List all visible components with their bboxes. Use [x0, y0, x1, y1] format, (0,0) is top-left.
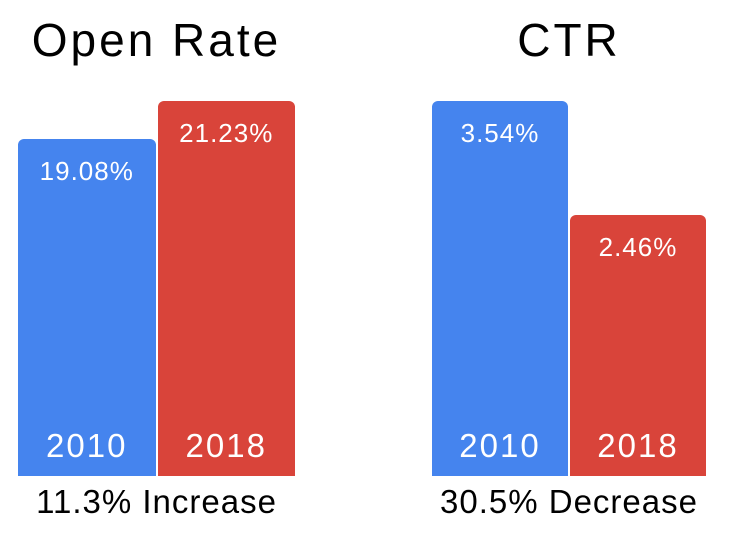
ctr-2018-value-label: 2.46% [598, 232, 678, 262]
open-rate-chart: Open Rate 19.08% 2010 21.23% 2018 11.3% … [18, 0, 295, 546]
open-rate-bars-group: 19.08% 2010 21.23% 2018 [18, 101, 295, 476]
open-rate-bar-2018: 21.23% 2018 [157, 101, 295, 476]
open-rate-chart-title: Open Rate [31, 14, 282, 66]
ctr-chart-title: CTR [517, 14, 621, 66]
open-rate-2010-category-label: 2010 [46, 427, 128, 464]
ctr-caption: 30.5% Decrease [440, 483, 698, 520]
ctr-bar-2018: 2.46% 2018 [570, 215, 706, 476]
open-rate-caption: 11.3% Increase [36, 483, 277, 520]
ctr-2018-category-label: 2018 [597, 427, 679, 464]
open-rate-2018-value-label: 21.23% [179, 118, 274, 148]
open-rate-2010-value-label: 19.08% [39, 156, 134, 186]
ctr-bar-2010: 3.54% 2010 [432, 101, 568, 476]
ctr-chart: CTR 3.54% 2010 2.46% 2018 30.5% Decrease [432, 0, 706, 546]
open-rate-2018-category-label: 2018 [185, 427, 267, 464]
ctr-bars-group: 3.54% 2010 2.46% 2018 [432, 101, 706, 476]
ctr-2010-category-label: 2010 [459, 427, 541, 464]
ctr-2010-value-label: 3.54% [460, 118, 540, 148]
open-rate-bar-2010: 19.08% 2010 [18, 139, 156, 476]
